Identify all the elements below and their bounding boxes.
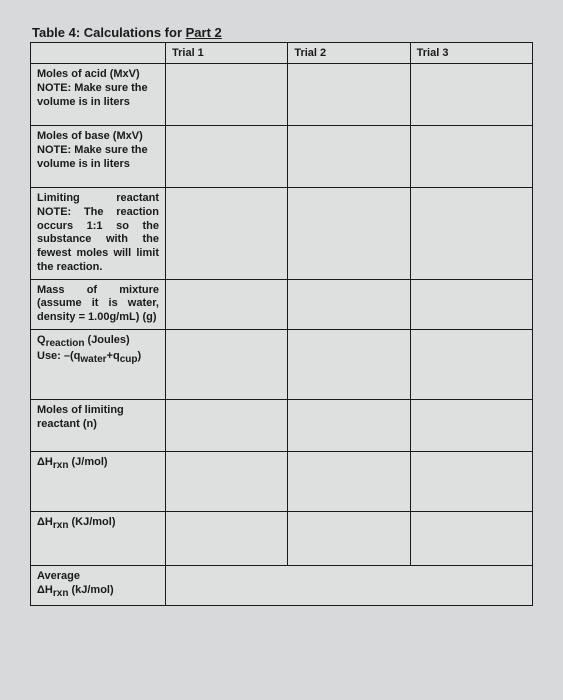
dh2-units: (KJ/mol): [68, 516, 115, 528]
row-label-average: Average ΔHrxn (kJ/mol): [31, 565, 166, 605]
cell-trial2: [288, 188, 410, 280]
cell-trial2: [288, 126, 410, 188]
header-blank: [31, 43, 166, 64]
q-label: Q: [37, 334, 46, 346]
dh-label: ΔH: [37, 456, 53, 468]
header-trial2: Trial 2: [288, 43, 410, 64]
table-row: Average ΔHrxn (kJ/mol): [31, 565, 533, 605]
cell-trial3: [410, 126, 532, 188]
avg-sub: rxn: [53, 588, 69, 599]
cell-trial1: [166, 279, 288, 329]
cell-trial2: [288, 451, 410, 511]
title-prefix: Table 4: Calculations for: [32, 25, 186, 40]
q-close: ): [137, 350, 141, 362]
cell-trial1: [166, 64, 288, 126]
cell-trial3: [410, 451, 532, 511]
cell-trial3: [410, 64, 532, 126]
cell-trial2: [288, 279, 410, 329]
q-water: water: [80, 355, 106, 366]
row-label-moles-acid: Moles of acid (MxV) NOTE: Make sure the …: [31, 64, 166, 126]
table-title: Table 4: Calculations for Part 2: [30, 25, 533, 40]
row-label-moles-base: Moles of base (MxV) NOTE: Make sure the …: [31, 126, 166, 188]
cell-trial2: [288, 64, 410, 126]
table-row: Moles of base (MxV) NOTE: Make sure the …: [31, 126, 533, 188]
row-label-dh-jmol: ΔHrxn (J/mol): [31, 451, 166, 511]
avg-dh: ΔH: [37, 584, 53, 596]
cell-trial1: [166, 329, 288, 399]
row-label-mass-mixture: Mass of mixture (assume it is water, den…: [31, 279, 166, 329]
row-label-dh-kjmol: ΔHrxn (KJ/mol): [31, 511, 166, 565]
cell-trial3: [410, 511, 532, 565]
dh-sub: rxn: [53, 460, 69, 471]
cell-trial1: [166, 511, 288, 565]
dh2-sub: rxn: [53, 520, 69, 531]
avg-units: (kJ/mol): [68, 584, 113, 596]
table-row: Moles of limiting reactant (n): [31, 399, 533, 451]
cell-average: [166, 565, 533, 605]
cell-trial2: [288, 399, 410, 451]
table-row: Moles of acid (MxV) NOTE: Make sure the …: [31, 64, 533, 126]
cell-trial1: [166, 451, 288, 511]
title-underlined: Part 2: [186, 25, 222, 40]
header-trial1: Trial 1: [166, 43, 288, 64]
cell-trial3: [410, 279, 532, 329]
cell-trial3: [410, 399, 532, 451]
header-row: Trial 1 Trial 2 Trial 3: [31, 43, 533, 64]
row-label-moles-limiting: Moles of limiting reactant (n): [31, 399, 166, 451]
row-label-qreaction: Qreaction (Joules) Use: –(qwater+qcup): [31, 329, 166, 399]
cell-trial2: [288, 329, 410, 399]
row-label-limiting-reactant: Limiting reactant NOTE: The reaction occ…: [31, 188, 166, 280]
header-trial3: Trial 3: [410, 43, 532, 64]
cell-trial1: [166, 126, 288, 188]
cell-trial3: [410, 329, 532, 399]
avg-label: Average: [37, 570, 80, 582]
cell-trial1: [166, 399, 288, 451]
cell-trial1: [166, 188, 288, 280]
dh2-label: ΔH: [37, 516, 53, 528]
q-sub: reaction: [46, 338, 85, 349]
q-use: Use: –(q: [37, 350, 80, 362]
q-cup: cup: [120, 355, 138, 366]
table-row: Mass of mixture (assume it is water, den…: [31, 279, 533, 329]
table-row: Limiting reactant NOTE: The reaction occ…: [31, 188, 533, 280]
calculations-table: Trial 1 Trial 2 Trial 3 Moles of acid (M…: [30, 42, 533, 606]
table-row: ΔHrxn (KJ/mol): [31, 511, 533, 565]
table-row: ΔHrxn (J/mol): [31, 451, 533, 511]
q-units: (Joules): [84, 334, 129, 346]
cell-trial3: [410, 188, 532, 280]
table-row: Qreaction (Joules) Use: –(qwater+qcup): [31, 329, 533, 399]
dh-units: (J/mol): [68, 456, 107, 468]
q-plus: +q: [107, 350, 120, 362]
cell-trial2: [288, 511, 410, 565]
